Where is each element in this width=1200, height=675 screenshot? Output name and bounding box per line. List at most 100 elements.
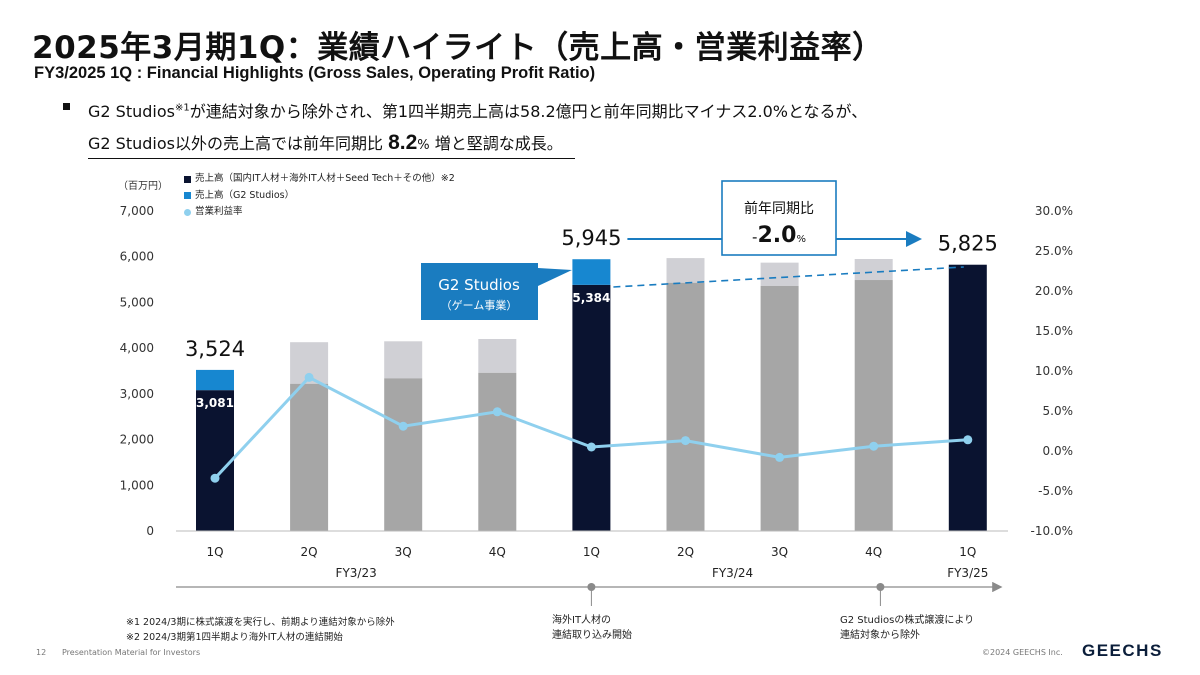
legend-swatch-navy: [184, 175, 191, 183]
y-left-tick-label: 3,000: [120, 387, 154, 401]
legend-item-g2-sales: 売上高（G2 Studios）: [184, 188, 455, 205]
y-right-tick-label: 5.0%: [1043, 404, 1074, 418]
x-tick-label: 2Q: [301, 545, 318, 559]
bar-segment-prior: [478, 339, 517, 373]
x-tick-label: 3Q: [771, 545, 788, 559]
trend-dashed-line: [613, 266, 964, 288]
g2-callout-box: [421, 263, 572, 320]
y-axis-unit: （百万円）: [118, 181, 168, 192]
yoy-callout-value: -2.0%: [752, 223, 806, 248]
bullet-line-2-growth: 8.2: [388, 131, 418, 154]
bullet-line-1-sup: ※1: [174, 102, 190, 114]
bullet-line-1: G2 Studios※1が連結対象から除外され、第1四半期売上高は58.2億円と…: [88, 98, 867, 122]
y-left-tick-label: 0: [146, 524, 154, 538]
y-right-tick-label: 20.0%: [1035, 284, 1073, 298]
g2-callout-title: G2 Studios: [438, 276, 520, 294]
legend-label: 売上高（G2 Studios）: [195, 189, 295, 201]
op-margin-point: [210, 473, 220, 483]
fiscal-year-label: FY3/23: [336, 566, 377, 580]
bar-segment-prior: [666, 258, 705, 283]
g2-callout-subtitle: （ゲーム事業）: [441, 299, 518, 312]
op-margin-point: [963, 435, 973, 445]
bar-segment-prior: [384, 341, 423, 379]
y-left-tick-label: 4,000: [120, 341, 154, 355]
y-right-tick-label: -5.0%: [1038, 484, 1073, 498]
x-tick-label: 2Q: [677, 545, 694, 559]
timeline-annotation-line: 連結取り込み開始: [552, 630, 632, 641]
bar-g2-sales: [196, 369, 234, 391]
legend-swatch-blue: [184, 192, 191, 200]
timeline-annotation-line: 海外IT人材の: [552, 615, 612, 626]
bar-segment-base: [666, 282, 705, 531]
bar-segment-prior: [854, 259, 893, 281]
chart-legend: 売上高（国内IT人材＋海外IT人材＋Seed Tech＋その他）※2 売上高（G…: [184, 171, 455, 221]
copyright: ©2024 GEECHS Inc.: [982, 648, 1063, 657]
bullet-line-2: G2 Studios以外の売上高では前年同期比 8.2% 増と堅調な成長。: [88, 130, 575, 159]
op-margin-point: [586, 442, 596, 452]
legend-marker-line: [184, 208, 191, 216]
y-right-tick-label: 0.0%: [1043, 444, 1074, 458]
timeline-annotation-overseas: 海外IT人材の 連結取り込み開始: [552, 613, 632, 643]
yoy-sign: -: [752, 228, 757, 246]
x-tick-label: 4Q: [865, 545, 882, 559]
footer-text: Presentation Material for Investors: [62, 648, 201, 657]
legend-item-op-margin: 営業利益率: [184, 204, 455, 221]
bar-segment-base: [854, 280, 893, 531]
y-left-tick-label: 1,000: [120, 478, 154, 492]
bar-core-sales: [572, 284, 611, 531]
bullet-line-1-post: が連結対象から除外され、第1四半期売上高は58.2億円と前年同期比マイナス2.0…: [189, 102, 868, 121]
bullet-line-2-pct: %: [417, 138, 430, 153]
page-number: 12: [36, 648, 47, 657]
y-right-tick-label: -10.0%: [1031, 524, 1073, 538]
y-left-tick-label: 2,000: [120, 433, 154, 447]
footnote-1: ※1 2024/3期に株式譲渡を実行し、前期より連結対象から除外: [126, 617, 395, 628]
timeline-annotation-g2: G2 Studiosの株式譲渡により 連結対象から除外: [840, 613, 974, 643]
page-title: 2025年3月期1Q：業績ハイライト（売上高・営業利益率）: [32, 30, 884, 66]
footnote-2: ※2 2024/3期第1四半期より海外IT人材の連結開始: [126, 632, 343, 643]
bar-core-sales: [948, 264, 987, 531]
company-logo: GEECHS: [1082, 641, 1163, 660]
bar-segment-base: [290, 383, 329, 531]
yoy-number: 2.0: [757, 223, 796, 248]
y-left-tick-label: 7,000: [120, 204, 154, 218]
legend-label: 営業利益率: [195, 206, 243, 217]
yoy-callout-box: [721, 180, 837, 256]
x-tick-label: 1Q: [206, 545, 223, 559]
bar-segment-base: [478, 372, 517, 531]
legend-label: 売上高（国内IT人材＋海外IT人材＋Seed Tech＋その他）※2: [195, 173, 455, 184]
page-subtitle: FY3/2025 1Q : Financial Highlights (Gros…: [34, 64, 596, 82]
bar-segment-prior: [760, 262, 799, 286]
bar-total-label: 3,524: [185, 337, 245, 361]
bar-segment-base: [384, 378, 423, 531]
y-right-tick-label: 15.0%: [1035, 324, 1073, 338]
bar-inside-label: 3,081: [196, 396, 234, 410]
y-left-tick-label: 5,000: [120, 295, 154, 309]
fiscal-year-label: FY3/25: [947, 566, 988, 580]
bar-segment-base: [760, 285, 799, 531]
bar-g2-sales: [572, 259, 611, 285]
bar-total-label: 5,945: [561, 226, 621, 250]
x-tick-label: 4Q: [489, 545, 506, 559]
x-tick-label: 1Q: [959, 545, 976, 559]
op-margin-point: [492, 407, 502, 417]
yoy-pct: %: [796, 234, 806, 245]
op-margin-point: [775, 452, 785, 462]
bar-total-label: 5,825: [938, 232, 998, 256]
timeline-annotation-line: G2 Studiosの株式譲渡により: [840, 615, 975, 626]
bullet-line-2-pre: G2 Studios以外の売上高では前年同期比: [88, 134, 389, 153]
op-margin-point: [304, 372, 314, 382]
bullet-square-icon: [63, 103, 70, 110]
y-right-tick-label: 10.0%: [1035, 364, 1073, 378]
x-tick-label: 1Q: [583, 545, 600, 559]
bar-inside-label: 5,384: [572, 291, 610, 305]
y-right-tick-label: 25.0%: [1035, 244, 1073, 258]
yoy-callout-title: 前年同期比: [744, 200, 814, 217]
y-left-tick-label: 6,000: [120, 250, 154, 264]
x-tick-label: 3Q: [395, 545, 412, 559]
bar-core-sales: [196, 390, 234, 531]
footnotes: ※1 2024/3期に株式譲渡を実行し、前期より連結対象から除外 ※2 2024…: [126, 615, 395, 645]
y-right-tick-label: 30.0%: [1035, 204, 1073, 218]
fiscal-year-label: FY3/24: [712, 566, 753, 580]
op-margin-point: [869, 441, 879, 451]
